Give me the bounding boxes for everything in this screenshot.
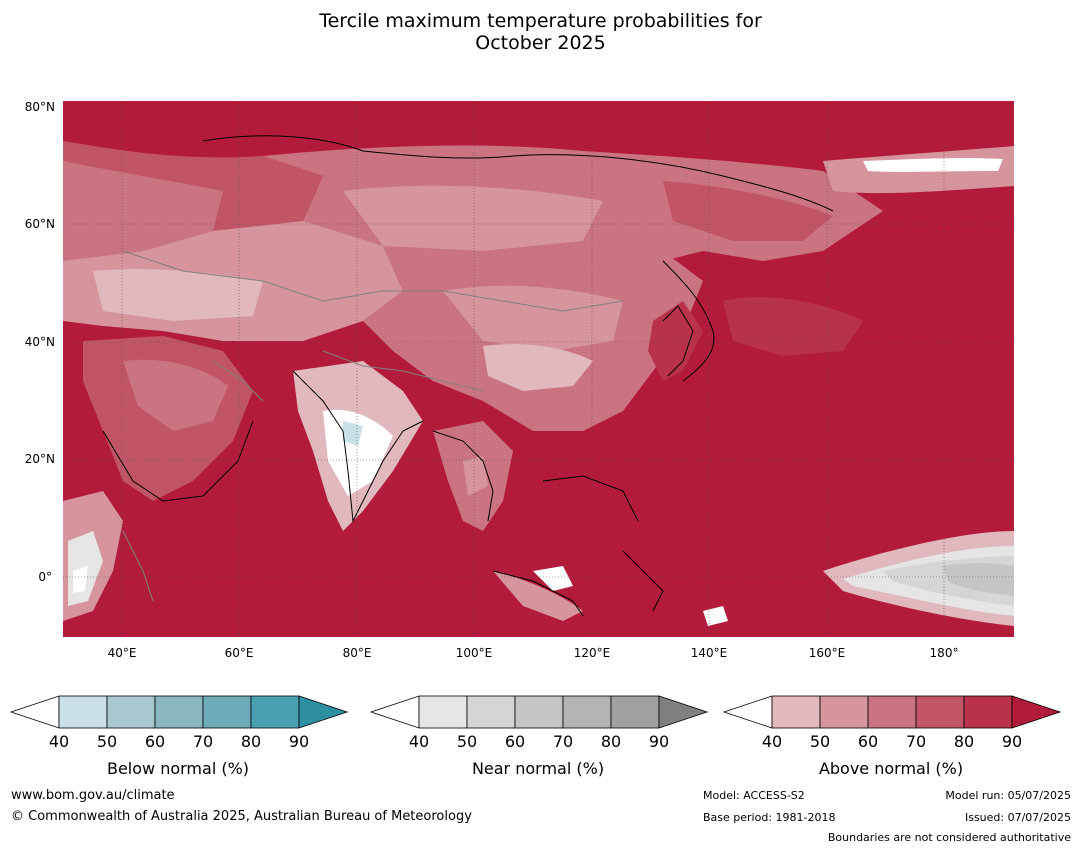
- near-tick-label: 50: [456, 732, 478, 751]
- japan: [648, 301, 703, 381]
- near-colorbar-segment: [610, 695, 660, 729]
- footer-base-period: Base period: 1981-2018: [703, 811, 836, 824]
- lon-label-180: 180°: [929, 646, 959, 660]
- above-colorbar-min-triangle: [722, 695, 773, 729]
- below-tick-label: 60: [144, 732, 166, 751]
- above-tick-label: 90: [1001, 732, 1023, 751]
- near-tick-label: 90: [648, 732, 670, 751]
- mongolia: [443, 285, 623, 351]
- below-tick-label: 90: [288, 732, 310, 751]
- below-normal-label: Below normal (%): [106, 759, 250, 778]
- near-tick-label: 60: [504, 732, 526, 751]
- near-colorbar-segment: [466, 695, 516, 729]
- footer-disclaimer: Boundaries are not considered authoritat…: [827, 831, 1071, 844]
- below-colorbar-segment: [154, 695, 204, 729]
- above-colorbar-segment: [867, 695, 917, 729]
- footer-url: www.bom.gov.au/climate: [11, 788, 175, 803]
- above-colorbar-segment: [963, 695, 1013, 729]
- above-tick-label: 80: [953, 732, 975, 751]
- near-colorbar-min-triangle: [369, 695, 420, 729]
- above-tick-label: 60: [857, 732, 879, 751]
- coastlines: [102, 135, 834, 617]
- title-line-1: Tercile maximum temperature probabilitie…: [319, 10, 762, 32]
- below-tick-label: 80: [240, 732, 262, 751]
- near-colorbar-segment: [418, 695, 468, 729]
- below-colorbar-segment: [202, 695, 252, 729]
- near-tick-label: 40: [408, 732, 430, 751]
- near-colorbar-max-triangle: [658, 695, 709, 729]
- arctic-ocean: [63, 101, 1014, 136]
- above-tick-label: 40: [761, 732, 783, 751]
- below-tick-label: 70: [192, 732, 214, 751]
- map-svg: [63, 101, 1014, 637]
- below-tick-label: 50: [96, 732, 118, 751]
- map-panel: [63, 101, 1014, 637]
- near-tick-label: 80: [600, 732, 622, 751]
- colorbars: [9, 695, 1062, 729]
- lat-label-0: 0°: [38, 570, 52, 584]
- lon-label-100e: 100°E: [455, 646, 493, 660]
- above-colorbar-segment: [915, 695, 965, 729]
- chart-title: Tercile maximum temperature probabilitie…: [0, 10, 1081, 54]
- above-colorbar-segment: [771, 695, 821, 729]
- above-colorbar-max-triangle: [1011, 695, 1062, 729]
- below-tick-label: 40: [48, 732, 70, 751]
- footer-model: Model: ACCESS-S2: [703, 789, 805, 802]
- colorbar-near: [369, 695, 709, 729]
- below-colorbar-min-triangle: [9, 695, 60, 729]
- lat-label-20n: 20°N: [24, 452, 55, 466]
- near-colorbar-segment: [514, 695, 564, 729]
- lon-label-160e: 160°E: [808, 646, 846, 660]
- below-colorbar-segment: [250, 695, 300, 729]
- lat-label-40n: 40°N: [24, 335, 55, 349]
- below-colorbar-segment: [106, 695, 156, 729]
- lon-label-60e: 60°E: [224, 646, 254, 660]
- country-borders: [122, 250, 624, 602]
- colorbar-above: [722, 695, 1062, 729]
- above-tick-label: 50: [809, 732, 831, 751]
- footer-issued: Issued: 07/07/2025: [964, 811, 1071, 824]
- near-tick-label: 70: [552, 732, 574, 751]
- above-tick-label: 70: [905, 732, 927, 751]
- maritime-continent: [493, 571, 583, 621]
- below-colorbar-max-triangle: [298, 695, 349, 729]
- footer-model-run: Model run: 05/07/2025: [945, 789, 1071, 802]
- lon-label-140e: 140°E: [690, 646, 728, 660]
- lon-label-80e: 80°E: [342, 646, 372, 660]
- below-colorbar-segment: [58, 695, 108, 729]
- footer-copyright: © Commonwealth of Australia 2025, Austra…: [11, 809, 472, 824]
- colorbar-below: [9, 695, 349, 729]
- above-normal-label: Above normal (%): [818, 759, 964, 778]
- lat-label-80n: 80°N: [24, 100, 55, 114]
- graticule: [63, 101, 1014, 637]
- lon-label-40e: 40°E: [107, 646, 137, 660]
- near-normal-label: Near normal (%): [471, 759, 605, 778]
- title-line-2: October 2025: [475, 32, 606, 54]
- near-colorbar-segment: [562, 695, 612, 729]
- lat-label-60n: 60°N: [24, 217, 55, 231]
- lon-label-120e: 120°E: [573, 646, 611, 660]
- above-colorbar-segment: [819, 695, 869, 729]
- middle-east: [123, 359, 228, 431]
